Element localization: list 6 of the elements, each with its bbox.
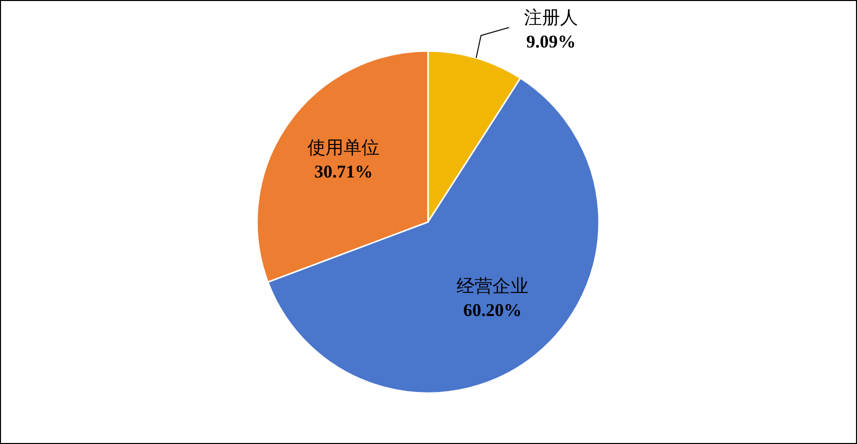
slice-label: 经营企业	[456, 276, 528, 296]
data-label: 9.09%	[526, 32, 576, 52]
slice-label: 注册人	[524, 8, 578, 28]
slice-label: 使用单位	[308, 138, 380, 158]
data-label: 60.20%	[463, 300, 522, 320]
data-label: 30.71%	[314, 162, 373, 182]
